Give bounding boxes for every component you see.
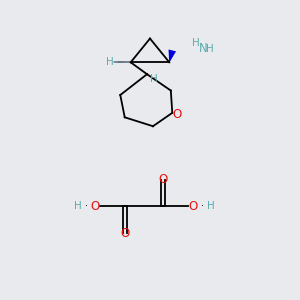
- Text: H: H: [106, 57, 114, 67]
- Text: O: O: [172, 108, 182, 122]
- Polygon shape: [169, 50, 176, 62]
- Text: ·: ·: [200, 202, 203, 212]
- Text: O: O: [159, 173, 168, 186]
- Text: H: H: [150, 74, 158, 84]
- Text: H: H: [192, 38, 200, 48]
- Text: O: O: [188, 200, 198, 213]
- Text: H: H: [74, 202, 82, 212]
- Text: N: N: [198, 42, 207, 56]
- Text: O: O: [90, 200, 100, 213]
- Text: H: H: [206, 44, 213, 54]
- Text: H: H: [207, 202, 215, 212]
- Text: ·: ·: [85, 202, 88, 212]
- Text: O: O: [120, 227, 129, 240]
